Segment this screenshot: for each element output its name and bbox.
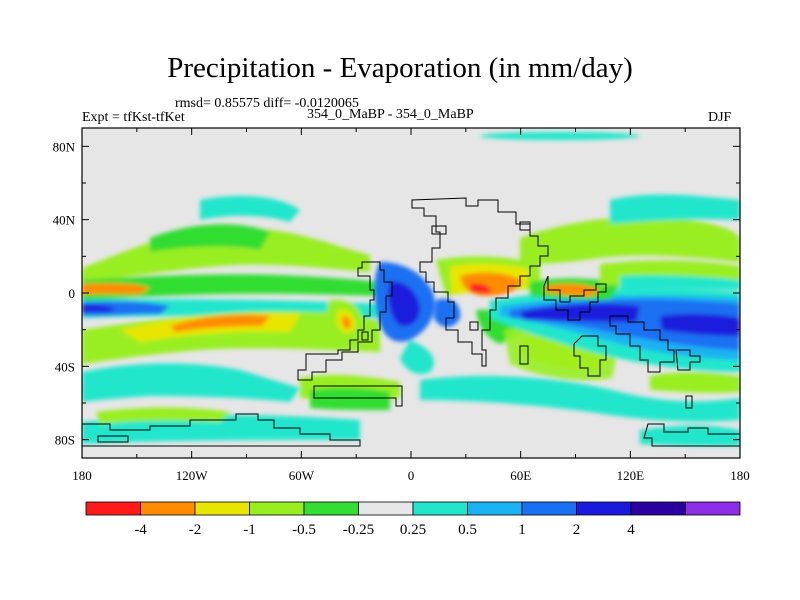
colorbar-label: -1 — [243, 522, 256, 538]
contour-africa-red — [470, 283, 492, 294]
colorbar-label: 2 — [573, 522, 581, 538]
contour-samerica-cyan — [400, 340, 434, 375]
colorbar-swatch — [85, 501, 141, 516]
axes: 180 120W 60W 0 60E 120E 180 80N 40N 0 40S 80S — [53, 128, 750, 483]
colorbar-label: -0.25 — [343, 522, 374, 538]
colorbar-swatch — [358, 501, 414, 516]
y-tick-label: 40S — [55, 359, 75, 374]
colorbar-swatch — [412, 501, 468, 516]
contour-antarctic-cyan — [82, 415, 360, 444]
contour-itcz-blue — [82, 301, 170, 316]
x-tick-label: 60E — [510, 468, 531, 483]
colorbar-swatch — [140, 501, 196, 516]
coastline-madagascar — [519, 345, 529, 365]
contour-equator-orange-west — [82, 283, 150, 294]
contour-south-lime-mid — [310, 387, 390, 410]
contour-north-lime-patch — [150, 224, 270, 252]
colorbar-label: -2 — [189, 522, 202, 538]
contour-antarctic-east — [640, 425, 740, 446]
coastline-antarctica-mid — [97, 435, 129, 443]
plot-title: Precipitation - Evaporation (in mm/day) — [167, 52, 633, 84]
coastline-africa — [411, 197, 549, 367]
x-tick-label: 120W — [176, 468, 209, 483]
coastline-antarctica-east — [643, 423, 740, 447]
contour-indian-orange — [545, 283, 600, 296]
season-label: DJF — [708, 110, 732, 125]
contour-south-orange-band — [170, 314, 270, 332]
colorbar-swatch — [467, 501, 523, 516]
coastline-australia — [573, 335, 607, 377]
coastline-india-lower — [469, 321, 479, 331]
contour-south-green-east — [650, 372, 740, 393]
x-tick-label: 120E — [617, 468, 645, 483]
colorbar-label: 0.25 — [400, 522, 426, 538]
contour-indian-darkblue-east — [660, 313, 740, 336]
colorbar: -4 -2 -1 -0.5 -0.25 0.25 0.5 1 2 4 — [85, 501, 741, 538]
contour-fields — [82, 132, 740, 447]
coastline-pacific-island — [361, 331, 369, 341]
colorbar-label: 0.5 — [458, 522, 477, 538]
contour-northeast-cyan — [610, 194, 740, 224]
stats-line: rmsd= 0.85575 diff= -0.0120065 — [175, 96, 359, 111]
contour-itcz-darkblue — [82, 304, 115, 312]
experiment-subtitle: 354_0_MaBP - 354_0_MaBP — [307, 107, 474, 122]
contour-east-cyan-band — [620, 275, 740, 290]
x-tick-label: 180 — [730, 468, 750, 483]
coastline-antarctica-west — [82, 413, 361, 447]
contour-equator-green — [82, 274, 380, 300]
contour-south-cyan-east — [420, 376, 740, 422]
colorbar-swatch — [630, 501, 686, 516]
coastline-new-zealand — [685, 395, 693, 409]
y-tick-label: 80N — [53, 139, 76, 154]
contour-samerica-darkblue — [388, 281, 420, 327]
x-tick-label: 180 — [72, 468, 92, 483]
coastline-new-guinea — [675, 349, 701, 371]
colorbar-label: 4 — [627, 522, 635, 538]
coastlines — [82, 197, 740, 447]
experiment-label: Expt = tfKst-tfKet — [82, 110, 185, 125]
coastline-india-asia — [543, 275, 607, 321]
contour-north-cyan-patch — [200, 195, 300, 222]
colorbar-swatch — [685, 501, 741, 516]
x-tick-label: 60W — [289, 468, 315, 483]
contour-atlantic-orange — [342, 316, 351, 329]
colorbar-swatch — [194, 501, 250, 516]
colorbar-swatch — [249, 501, 305, 516]
y-tick-label: 40N — [53, 213, 76, 228]
colorbar-swatch — [521, 501, 577, 516]
colorbar-label: -0.5 — [292, 522, 316, 538]
coastline-africa-east-islands — [519, 221, 531, 231]
colorbar-label: 1 — [518, 522, 526, 538]
coastline-europe-north — [431, 225, 447, 235]
x-tick-label: 0 — [408, 468, 415, 483]
contour-north-green-band-2 — [520, 216, 740, 264]
colorbar-swatch — [576, 501, 632, 516]
colorbar-swatch — [303, 501, 359, 516]
coastline-maritime-continent — [609, 315, 675, 373]
colorbar-label: -4 — [134, 522, 147, 538]
y-tick-label: 80S — [55, 433, 75, 448]
coastline-south-america-tip — [313, 385, 403, 407]
contour-arctic-strip — [480, 132, 640, 140]
y-tick-label: 0 — [69, 286, 76, 301]
contour-south-cyan-band — [82, 363, 300, 402]
coastline-south-america — [297, 261, 393, 381]
